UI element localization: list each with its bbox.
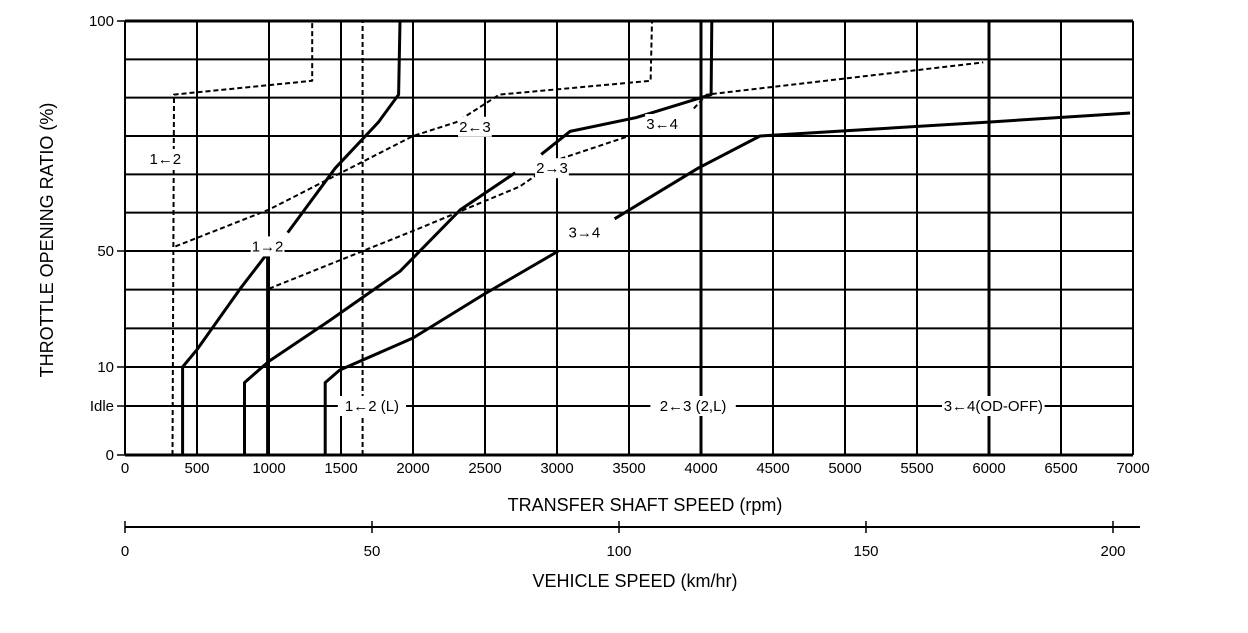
x-axis-ticks: 0 500 1000 1500 2000 2500 3000 3500 4000 4500 5000… [121,460,1150,477]
x-tick-label: 6500 [1044,460,1077,477]
series-line [171,21,314,456]
annotation-background [645,114,680,135]
x-tick-label: 6000 [972,460,1005,477]
y-tick-label: Idle [90,398,114,415]
annotation-background [250,236,285,257]
annotation-background [942,396,1045,416]
series-layer [171,20,1131,456]
annotation-background [535,158,569,179]
x-tick-label: 1000 [252,460,285,477]
annotation-label: 2→3 [536,160,568,177]
x-tick-label: 0 [121,460,129,477]
series-line [613,111,1131,221]
annotation-layer: 1←2 2←3 1→2 2→3 3←4 3→4 1←2 (L) 2←3 (2,L) 3←4(OD… [148,114,1045,416]
series-line [693,61,984,110]
x-tick-label: 1500 [324,460,357,477]
x-tick-label: 3500 [612,460,645,477]
series-line [286,20,402,234]
y-tick-label: 10 [97,359,114,376]
annotation-label: 2←3 (2,L) [660,398,727,415]
series-line [268,135,630,290]
x-tick-label: 4500 [756,460,789,477]
annotation-label: 3←4 [646,116,678,133]
annotation-label: 1←2 [149,151,181,168]
annotation-background [148,149,183,169]
x-axis-title: TRANSFER SHAFT SPEED (rpm) [508,495,783,515]
series-line [540,20,714,156]
x2-tick-label: 0 [121,543,129,560]
y-tick-label: 100 [89,13,114,30]
annotation-label: 3→4 [569,225,601,242]
series-line [181,255,270,455]
y-tick-label: 50 [97,243,114,260]
annotation-background [458,116,492,137]
y-axis-ticks: 100 50 10 Idle 0 [89,13,125,464]
series-line [243,171,517,455]
x-tick-label: 500 [184,460,209,477]
grid [124,19,1134,457]
x-tick-label: 2000 [396,460,429,477]
y-tick-label: 0 [106,447,114,464]
annotation-background [337,396,407,416]
x-tick-label: 2500 [468,460,501,477]
series-line [323,249,560,455]
annotation-label: 1→2 [252,238,284,255]
annotation-label: 3←4(OD-OFF) [944,398,1043,415]
annotation-background [650,396,736,416]
series-line [175,20,653,248]
x-tick-label: 3000 [540,460,573,477]
x-tick-label: 7000 [1116,460,1149,477]
x2-tick-label: 150 [853,543,878,560]
x-tick-label: 5500 [900,460,933,477]
y-axis-title: THROTTLE OPENING RATIO (%) [37,103,57,378]
x-tick-label: 5000 [828,460,861,477]
x2-tick-label: 50 [364,543,381,560]
x-tick-label: 4000 [684,460,717,477]
x2-tick-label: 100 [606,543,631,560]
annotation-label: 1←2 (L) [345,398,399,415]
x2-axis-title: VEHICLE SPEED (km/hr) [532,571,737,591]
annotation-label: 2←3 [459,119,491,136]
vehicle-speed-axis: 0 50 100 150 200 [121,521,1140,560]
x2-tick-label: 200 [1100,543,1125,560]
annotation-background [567,222,602,243]
